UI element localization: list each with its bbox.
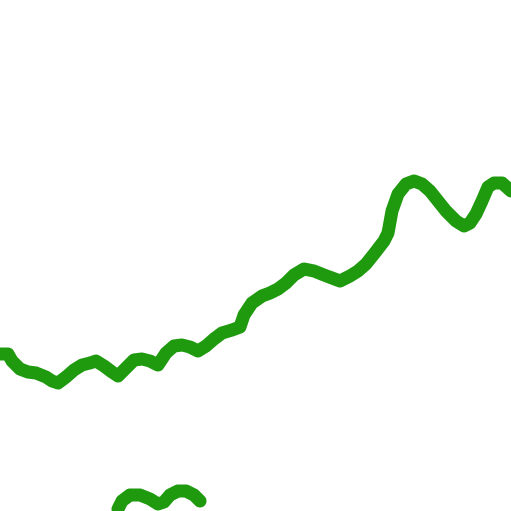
series-line-1 <box>0 174 511 390</box>
series-line-2 <box>111 484 207 511</box>
series-layer <box>0 174 511 511</box>
